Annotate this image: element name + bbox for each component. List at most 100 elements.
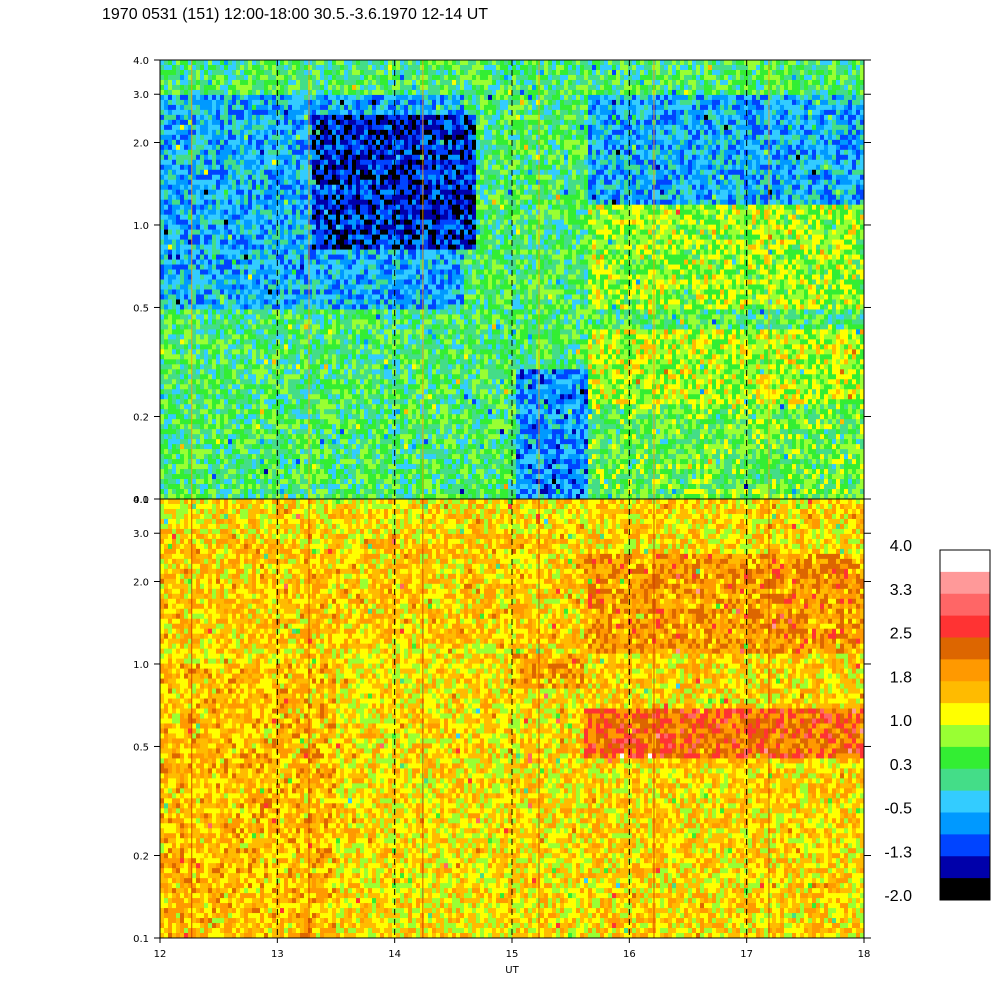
heatmap-cell — [320, 329, 325, 335]
heatmap-cell — [180, 319, 185, 325]
heatmap-cell — [348, 474, 353, 480]
heatmap-cell — [292, 419, 297, 425]
heatmap-cell — [240, 409, 245, 415]
heatmap-cell — [216, 94, 221, 101]
heatmap-cell — [364, 84, 369, 91]
heatmap-cell — [324, 309, 329, 316]
heatmap-cell — [192, 169, 197, 176]
heatmap-cell — [284, 389, 289, 395]
heatmap-cell — [196, 74, 201, 81]
heatmap-cell — [336, 209, 341, 216]
heatmap-cell — [212, 229, 217, 236]
heatmap-cell — [348, 64, 353, 71]
heatmap-cell — [212, 479, 217, 485]
heatmap-cell — [216, 479, 221, 485]
heatmap-cell — [184, 484, 189, 490]
heatmap-cell — [368, 234, 373, 241]
heatmap-cell — [176, 244, 181, 251]
heatmap-cell — [164, 344, 169, 350]
heatmap-cell — [172, 129, 177, 136]
heatmap-cell — [208, 474, 213, 480]
heatmap-cell — [268, 449, 273, 455]
heatmap-cell — [328, 149, 333, 156]
heatmap-cell — [288, 84, 293, 91]
heatmap-cell — [276, 454, 281, 460]
heatmap-cell — [240, 374, 245, 380]
heatmap-cell — [252, 219, 257, 226]
heatmap-cell — [288, 319, 293, 325]
heatmap-cell — [300, 269, 305, 276]
heatmap-cell — [176, 439, 181, 445]
heatmap-cell — [328, 194, 333, 201]
heatmap-cell — [324, 214, 329, 221]
heatmap-cell — [280, 254, 285, 261]
heatmap-cell — [208, 219, 213, 226]
heatmap-cell — [244, 89, 249, 96]
heatmap-cell — [360, 214, 365, 221]
heatmap-cell — [188, 454, 193, 460]
heatmap-cell — [288, 60, 293, 66]
heatmap-cell — [292, 299, 297, 306]
heatmap-cell — [328, 494, 333, 499]
heatmap-cell — [336, 354, 341, 360]
heatmap-cell — [164, 339, 169, 345]
heatmap-cell — [308, 69, 313, 76]
heatmap-cell — [164, 284, 169, 291]
heatmap-cell — [264, 184, 269, 191]
heatmap-cell — [252, 214, 257, 221]
heatmap-cell — [368, 454, 373, 460]
heatmap-cell — [340, 324, 345, 330]
heatmap-cell — [348, 244, 353, 251]
heatmap-cell — [380, 209, 385, 216]
heatmap-cell — [216, 134, 221, 141]
heatmap-cell — [348, 229, 353, 236]
heatmap-cell — [368, 419, 373, 425]
heatmap-cell — [184, 449, 189, 455]
heatmap-cell — [160, 469, 165, 475]
heatmap-cell — [168, 489, 173, 495]
heatmap-cell — [352, 349, 357, 355]
heatmap-cell — [292, 284, 297, 291]
heatmap-cell — [324, 359, 329, 365]
heatmap-cell — [260, 354, 265, 360]
heatmap-cell — [200, 94, 205, 101]
heatmap-cell — [292, 179, 297, 186]
heatmap-cell — [268, 179, 273, 186]
heatmap-cell — [328, 384, 333, 390]
heatmap-cell — [212, 329, 217, 335]
heatmap-cell — [268, 434, 273, 440]
heatmap-cell — [348, 419, 353, 425]
heatmap-cell — [160, 369, 165, 375]
heatmap-cell — [284, 184, 289, 191]
heatmap-cell — [276, 129, 281, 136]
heatmap-cell — [316, 254, 321, 261]
heatmap-cell — [360, 349, 365, 355]
heatmap-cell — [256, 454, 261, 460]
heatmap-cell — [344, 324, 349, 330]
heatmap-cell — [308, 294, 313, 301]
heatmap-cell — [344, 314, 349, 321]
heatmap-cell — [296, 294, 301, 301]
heatmap-cell — [188, 199, 193, 206]
heatmap-cell — [220, 259, 225, 266]
heatmap-cell — [236, 454, 241, 460]
heatmap-cell — [292, 359, 297, 365]
heatmap-cell — [248, 344, 253, 350]
heatmap-cell — [356, 434, 361, 440]
heatmap-cell — [212, 69, 217, 76]
heatmap-cell — [188, 289, 193, 296]
heatmap-cell — [212, 99, 217, 106]
heatmap-cell — [248, 439, 253, 445]
heatmap-cell — [192, 184, 197, 191]
heatmap-cell — [312, 439, 317, 445]
heatmap-cell — [304, 294, 309, 301]
heatmap-cell — [364, 89, 369, 96]
heatmap-cell — [192, 484, 197, 490]
heatmap-cell — [328, 459, 333, 465]
heatmap-cell — [288, 429, 293, 435]
heatmap-cell — [232, 364, 237, 370]
heatmap-cell — [188, 364, 193, 370]
heatmap-cell — [164, 249, 169, 256]
heatmap-cell — [204, 264, 209, 271]
heatmap-cell — [276, 299, 281, 306]
